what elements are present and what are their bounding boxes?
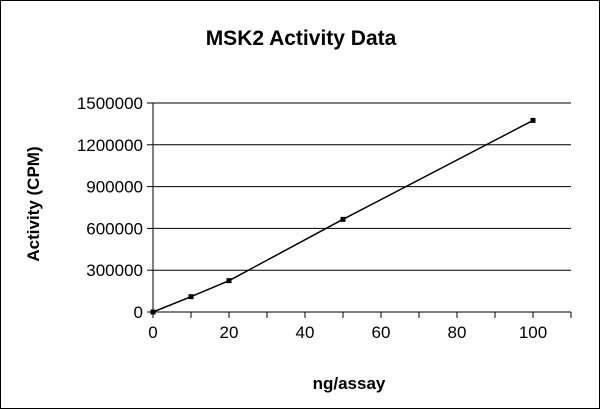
y-tick-label: 1200000 — [77, 136, 143, 155]
chart-title: MSK2 Activity Data — [206, 27, 397, 50]
y-tick-label: 300000 — [86, 261, 143, 280]
series-layer — [150, 117, 536, 315]
data-point — [340, 216, 346, 222]
ticks-layer: 0 300000 600000 900000 1200000 1500000 0 20 40 60… — [77, 94, 572, 342]
series-line — [152, 119, 534, 313]
data-point — [188, 294, 194, 300]
data-point — [530, 117, 536, 123]
x-axis-label: ng/assay — [313, 374, 386, 393]
y-tick-label: 1500000 — [77, 94, 143, 113]
y-tick-label: 900000 — [86, 178, 143, 197]
axes-layer — [152, 103, 571, 313]
y-axis-label: Activity (CPM) — [24, 146, 43, 261]
x-tick-label: 40 — [296, 323, 315, 342]
x-tick-label: 80 — [448, 323, 467, 342]
data-point — [226, 278, 232, 284]
x-tick-label: 0 — [148, 323, 157, 342]
y-tick-label: 600000 — [86, 219, 143, 238]
data-point — [150, 309, 156, 315]
x-tick-label: 100 — [519, 323, 547, 342]
grid-layer — [153, 102, 571, 271]
x-tick-label: 60 — [372, 323, 391, 342]
x-tick-label: 20 — [220, 323, 239, 342]
y-tick-label: 0 — [134, 303, 143, 322]
